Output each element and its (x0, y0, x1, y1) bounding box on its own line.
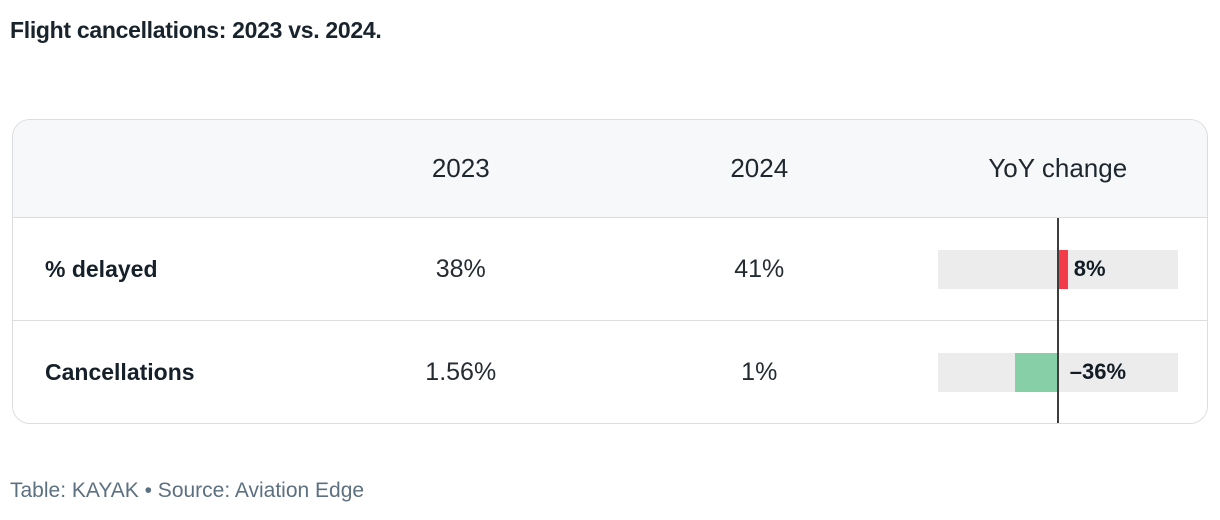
yoy-value-label: 8% (1073, 256, 1106, 281)
yoy-bar-track: –36% (937, 352, 1178, 392)
yoy-bar-negative (1014, 352, 1058, 392)
chart-title: Flight cancellations: 2023 vs. 2024. (10, 17, 382, 43)
source-attribution: Table: KAYAK • Source: Aviation Edge (10, 479, 365, 502)
row-label: Cancellations (45, 358, 195, 385)
col-header-yoy-change: YoY change (988, 153, 1128, 183)
yoy-bar-positive (1057, 249, 1068, 289)
value-2023: 1.56% (425, 357, 497, 386)
table-row-delayed: % delayed 38% 41% 8% (13, 218, 1207, 320)
col-header-2023: 2023 (431, 153, 490, 183)
table-row-cancellations: Cancellations 1.56% 1% –36% (13, 320, 1207, 423)
col-header-2024: 2024 (730, 153, 789, 183)
data-table: 2023 2024 YoY change % delayed 38% 41% 8… (12, 119, 1208, 424)
value-2023: 38% (435, 254, 486, 283)
table-header-row: 2023 2024 YoY change (13, 120, 1207, 218)
value-2024: 1% (741, 357, 778, 386)
zero-axis-line (1056, 218, 1059, 423)
yoy-value-label: –36% (1069, 359, 1127, 384)
value-2024: 41% (734, 254, 785, 283)
yoy-change-cell: –36% (909, 352, 1208, 392)
row-label: % delayed (45, 255, 158, 282)
